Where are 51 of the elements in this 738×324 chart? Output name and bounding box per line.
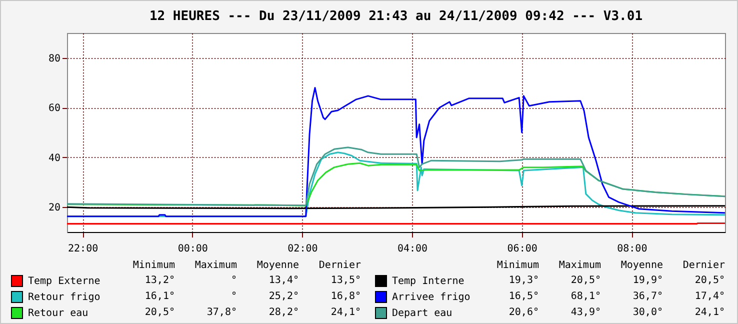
text: 68,1°	[570, 291, 602, 303]
y-tick-label: 60	[48, 103, 60, 114]
line-series	[67, 86, 725, 218]
legend-label: Retour frigo	[27, 291, 102, 303]
text: 24,1°	[330, 307, 362, 319]
x-tick-label: 06:00	[507, 244, 538, 254]
text: 24,1°	[694, 307, 726, 319]
y-tick-label: 40	[48, 152, 60, 164]
text: Dernier	[682, 260, 725, 271]
text: 13,5°	[330, 275, 362, 287]
x-tick-label: 02:00	[288, 244, 318, 254]
text: 37,8°	[206, 307, 238, 319]
line-series	[67, 146, 725, 206]
text: Maximum	[558, 260, 601, 271]
text: Moyenne	[256, 260, 300, 271]
text: 19,3°	[508, 275, 540, 287]
text: 13,2°	[144, 275, 176, 287]
legend-label: Depart eau	[391, 307, 454, 319]
text: 20,5°	[570, 275, 602, 287]
text: 25,2°	[268, 291, 300, 303]
text: 16,5°	[508, 291, 540, 303]
text: 20,5°	[694, 275, 726, 287]
text: 43,9°	[570, 307, 602, 319]
text: Maximum	[194, 260, 238, 271]
text: 20,5°	[144, 307, 176, 319]
y-tick-label: 20	[48, 202, 60, 214]
text: 30,0°	[632, 307, 664, 319]
x-tick-label: 22:00	[68, 244, 98, 254]
text: °	[230, 291, 238, 303]
text: 13,4°	[268, 275, 300, 287]
legend-label: Temp Interne	[391, 275, 466, 287]
x-tick-label: 08:00	[617, 244, 648, 254]
legend-label: Arrivee frigo	[391, 291, 472, 303]
text: °	[230, 275, 238, 287]
text: Minimum	[496, 260, 539, 271]
y-tick-label: 80	[48, 53, 60, 64]
text: 19,9°	[632, 275, 664, 287]
text: Moyenne	[620, 260, 663, 271]
x-tick-label: 04:00	[397, 244, 428, 254]
text: 17,4°	[694, 291, 726, 303]
text: 36,7°	[632, 291, 664, 303]
text: 16,1°	[144, 291, 176, 303]
text: 20,6°	[508, 307, 540, 319]
text: 16,8°	[330, 291, 362, 303]
legend-label: Retour eau	[27, 307, 90, 319]
chart-title: 12 HEURES --- Du 23/11/2009 21:43 au 24/11/2009 09:42 --- V3.01	[149, 9, 643, 24]
text: Minimum	[132, 260, 176, 271]
text: 28,2°	[268, 307, 300, 319]
x-tick-label: 00:00	[178, 244, 208, 254]
text: Dernier	[318, 260, 362, 271]
legend-label: Temp Externe	[27, 275, 102, 287]
